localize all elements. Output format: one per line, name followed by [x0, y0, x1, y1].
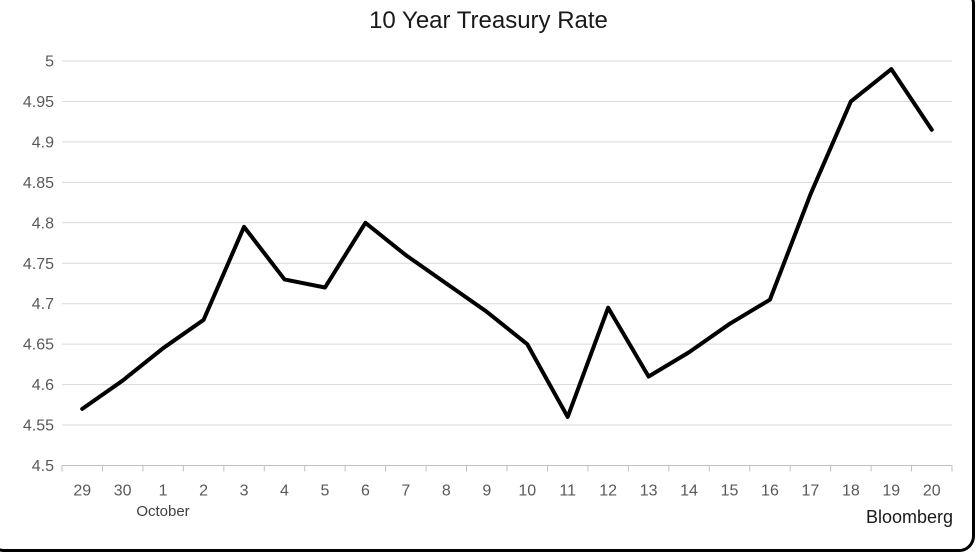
x-tick-label: 15	[721, 483, 739, 500]
y-tick-label: 4.5	[32, 458, 54, 475]
source-credit-label: Bloomberg	[865, 507, 953, 527]
x-tick-label: 3	[240, 483, 249, 500]
x-tick-label: 4	[280, 483, 289, 500]
x-tick-label: 6	[361, 483, 370, 500]
x-tick-label: 18	[842, 483, 860, 500]
y-tick-label: 4.9	[32, 134, 54, 151]
chart-title: 10 Year Treasury Rate	[369, 7, 608, 34]
treasury-rate-series-line	[80, 67, 934, 419]
x-tick-label: 1	[159, 483, 168, 500]
y-tick-label: 5	[45, 54, 54, 71]
x-tick-label: 9	[482, 483, 491, 500]
x-tick-label: 13	[640, 483, 658, 500]
y-tick-label: 4.7	[32, 296, 54, 313]
x-tick-label: 12	[599, 483, 617, 500]
x-tick-label: 20	[923, 483, 941, 500]
x-tick-label: 10	[518, 483, 536, 500]
y-tick-label: 4.75	[23, 256, 54, 273]
x-tick-label: 16	[761, 483, 779, 500]
y-tick-label: 4.85	[23, 175, 54, 192]
x-tick-label: 8	[442, 483, 451, 500]
y-tick-label: 4.8	[32, 215, 54, 232]
y-tick-label: 4.95	[23, 94, 54, 111]
x-axis-month-label: October	[136, 503, 190, 520]
x-tick-label: 7	[401, 483, 410, 500]
x-tick-label: 14	[680, 483, 698, 500]
x-tick-label: 2	[199, 483, 208, 500]
x-tick-label: 29	[73, 483, 91, 500]
x-tick-label: 5	[321, 483, 330, 500]
x-tick-label: 30	[114, 483, 132, 500]
x-tick-label: 11	[559, 483, 576, 500]
y-tick-label: 4.6	[32, 377, 54, 394]
y-tick-label: 4.55	[23, 418, 54, 435]
x-tick-label: 17	[802, 483, 820, 500]
y-tick-label: 4.65	[23, 337, 54, 354]
x-tick-label: 19	[882, 483, 900, 500]
